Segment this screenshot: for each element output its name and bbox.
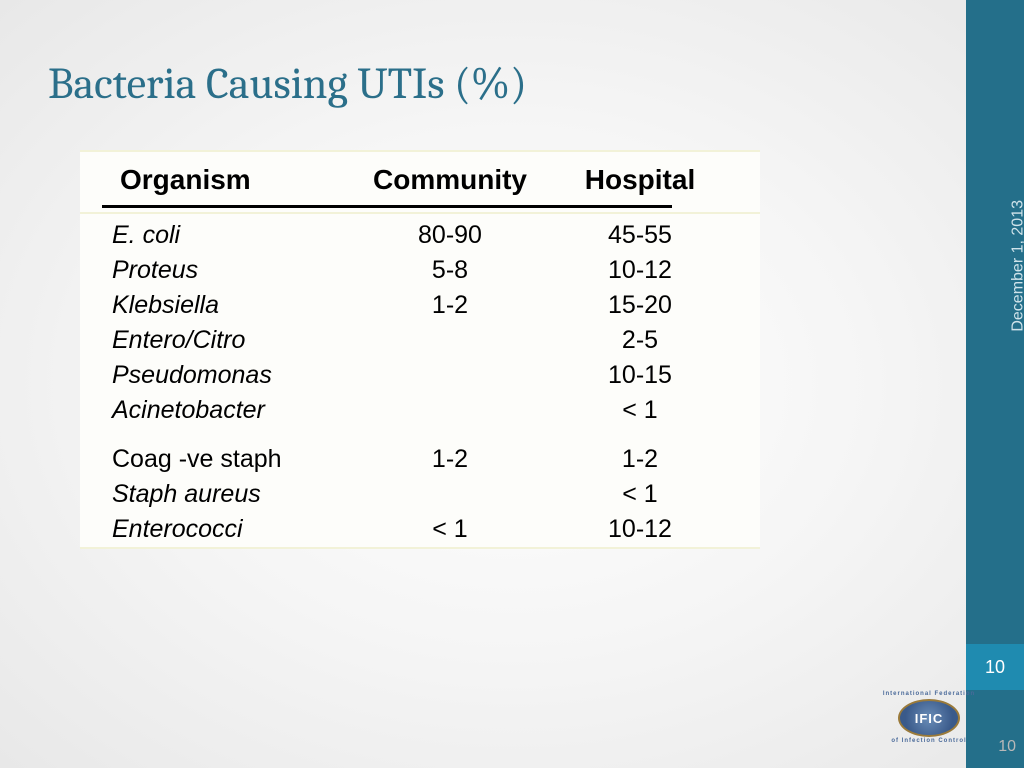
table-row: Enterococci< 110-12: [80, 512, 760, 547]
cell-hospital: 15-20: [550, 288, 730, 323]
group-gap: [80, 428, 760, 442]
cell-organism: Entero/Citro: [80, 323, 350, 358]
cell-hospital: < 1: [550, 477, 730, 512]
table-header-row: Organism Community Hospital: [80, 152, 760, 206]
data-table: Organism Community Hospital E. coli80-90…: [80, 150, 760, 549]
cell-organism: Pseudomonas: [80, 358, 350, 393]
logo-top-text: International Federation: [883, 691, 975, 697]
cell-organism: Enterococci: [80, 512, 350, 547]
logo-bottom-text: of Infection Control: [891, 738, 966, 744]
cell-organism: Coag -ve staph: [80, 442, 350, 477]
cell-hospital: < 1: [550, 393, 730, 428]
slide-title: Bacteria Causing UTIs (%): [48, 58, 527, 109]
header-underline: [80, 212, 760, 214]
cell-community: [350, 358, 550, 393]
cell-community: 1-2: [350, 442, 550, 477]
table-row: Pseudomonas 10-15: [80, 358, 760, 393]
col-header-hospital: Hospital: [550, 164, 730, 196]
table-row: Klebsiella1-215-20: [80, 288, 760, 323]
cell-hospital: 1-2: [550, 442, 730, 477]
page-number: 10: [985, 657, 1005, 678]
cell-hospital: 10-12: [550, 253, 730, 288]
cell-organism: E. coli: [80, 218, 350, 253]
slide: Bacteria Causing UTIs (%) Organism Commu…: [0, 0, 1024, 768]
cell-community: 80-90: [350, 218, 550, 253]
col-header-community: Community: [350, 164, 550, 196]
table-row: Proteus5-810-12: [80, 253, 760, 288]
cell-community: 1-2: [350, 288, 550, 323]
cell-community: [350, 477, 550, 512]
cell-organism: Proteus: [80, 253, 350, 288]
cell-hospital: 2-5: [550, 323, 730, 358]
cell-organism: Staph aureus: [80, 477, 350, 512]
cell-hospital: 45-55: [550, 218, 730, 253]
table-row: Coag -ve staph1-21-2: [80, 442, 760, 477]
page-number-box: 10: [966, 644, 1024, 690]
cell-community: 5-8: [350, 253, 550, 288]
cell-hospital: 10-12: [550, 512, 730, 547]
cell-hospital: 10-15: [550, 358, 730, 393]
cell-community: < 1: [350, 512, 550, 547]
page-number-ghost: 10: [998, 738, 1016, 756]
cell-organism: Acinetobacter: [80, 393, 350, 428]
logo-icon: International Federation IFIC of Infecti…: [898, 699, 960, 737]
cell-community: [350, 323, 550, 358]
slide-date: December 1, 2013: [1010, 200, 1024, 332]
cell-organism: Klebsiella: [80, 288, 350, 323]
table-body: E. coli80-9045-55Proteus5-810-12Klebsiel…: [80, 218, 760, 547]
table-row: E. coli80-9045-55: [80, 218, 760, 253]
sidebar-band: December 1, 2013 10: [966, 0, 1024, 768]
table-row: Acinetobacter < 1: [80, 393, 760, 428]
logo: International Federation IFIC of Infecti…: [894, 696, 964, 740]
logo-text: IFIC: [915, 711, 944, 726]
col-header-organism: Organism: [80, 164, 350, 196]
table-row: Entero/Citro 2-5: [80, 323, 760, 358]
cell-community: [350, 393, 550, 428]
table-row: Staph aureus < 1: [80, 477, 760, 512]
